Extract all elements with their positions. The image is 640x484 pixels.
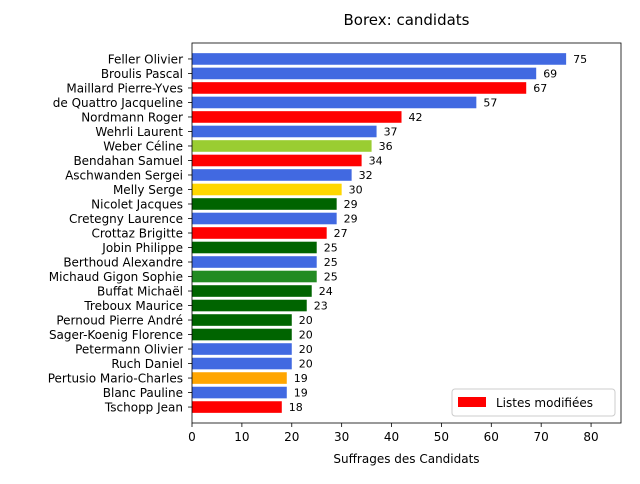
bar xyxy=(192,96,477,109)
y-tick-label: Maillard Pierre-Yves xyxy=(66,81,183,95)
y-tick-label: Michaud Gigon Sophie xyxy=(49,270,183,284)
plot-frame xyxy=(191,42,622,424)
bar-value-label: 29 xyxy=(344,198,358,211)
bar xyxy=(192,372,287,384)
bar xyxy=(192,256,317,268)
bar xyxy=(192,125,377,138)
bar-value-label: 30 xyxy=(349,183,363,196)
bar xyxy=(192,111,402,123)
y-tick-label: Nordmann Roger xyxy=(81,110,183,124)
x-tick-label: 80 xyxy=(583,430,598,444)
chart-title: Borex: candidats xyxy=(343,11,469,29)
bar xyxy=(192,328,292,341)
bar-value-label: 69 xyxy=(543,67,557,80)
bar-value-label: 20 xyxy=(299,343,313,356)
x-tick-label: 0 xyxy=(188,430,196,444)
bar-value-label: 42 xyxy=(409,111,423,124)
bar-value-label: 34 xyxy=(369,154,383,167)
bar xyxy=(192,401,282,413)
y-tick-label: Broulis Pascal xyxy=(101,67,183,81)
y-tick-label: Pernoud Pierre André xyxy=(56,314,183,328)
bar-value-label: 27 xyxy=(334,227,348,240)
bar-value-label: 29 xyxy=(344,212,358,225)
legend-frame xyxy=(451,388,616,417)
x-tick-label: 50 xyxy=(434,430,449,444)
y-tick-label: Berthoud Alexandre xyxy=(63,256,183,270)
bar xyxy=(192,227,327,239)
bar xyxy=(192,343,292,355)
bar-value-label: 37 xyxy=(384,125,398,138)
x-tick-label: 30 xyxy=(334,430,349,444)
legend: Listes modifiées xyxy=(451,388,616,417)
bar xyxy=(192,299,307,312)
y-tick-label: Buffat Michaël xyxy=(97,285,183,299)
y-tick-label: Pertusio Mario-Charles xyxy=(48,372,183,386)
bar-value-label: 67 xyxy=(533,82,547,95)
y-tick-label: Petermann Olivier xyxy=(75,343,183,357)
y-tick-label: Weber Céline xyxy=(103,139,183,153)
bar-value-label: 75 xyxy=(573,53,587,66)
x-tick-label: 20 xyxy=(284,430,299,444)
legend-label: Listes modifiées xyxy=(496,396,593,410)
legend-swatch xyxy=(458,397,486,407)
y-tick-label: Tschopp Jean xyxy=(104,401,183,415)
bar-value-label: 23 xyxy=(314,300,328,313)
y-tick-label: Treboux Maurice xyxy=(83,299,183,313)
bar xyxy=(192,67,537,80)
y-tick-label: de Quattro Jacqueline xyxy=(53,96,183,110)
bars-layer: 7569675742373634323029292725252524232020… xyxy=(192,53,587,414)
x-tick-label: 40 xyxy=(384,430,399,444)
bar-value-label: 20 xyxy=(299,358,313,371)
y-tick-label: Wehrli Laurent xyxy=(95,125,183,139)
bar xyxy=(192,285,312,297)
bar-value-label: 36 xyxy=(379,140,393,153)
bar-value-label: 19 xyxy=(294,387,308,400)
bar xyxy=(192,140,372,152)
bar xyxy=(192,154,362,167)
y-tick-label: Feller Olivier xyxy=(108,52,183,66)
y-tick-label: Sager-Koenig Florence xyxy=(49,328,183,342)
x-tick-label: 70 xyxy=(534,430,549,444)
bar-value-label: 25 xyxy=(324,256,338,269)
bar xyxy=(192,198,337,210)
bar-value-label: 32 xyxy=(359,169,373,182)
bar-value-label: 20 xyxy=(299,329,313,342)
bar xyxy=(192,169,352,181)
bar xyxy=(192,314,292,326)
bar-value-label: 18 xyxy=(289,401,303,414)
bar xyxy=(192,386,287,399)
bar xyxy=(192,357,292,370)
y-tick-label: Blanc Pauline xyxy=(103,386,183,400)
y-tick-label: Ruch Daniel xyxy=(111,357,183,371)
bar-value-label: 19 xyxy=(294,372,308,385)
y-tick-label: Aschwanden Sergei xyxy=(65,168,183,182)
bar-value-label: 20 xyxy=(299,314,313,327)
bar xyxy=(192,183,342,196)
y-tick-label: Jobin Philippe xyxy=(101,241,183,255)
bar xyxy=(192,53,567,65)
bar xyxy=(192,241,317,254)
bar xyxy=(192,212,337,225)
bar-value-label: 25 xyxy=(324,242,338,255)
y-tick-label: Nicolet Jacques xyxy=(91,197,183,211)
bar xyxy=(192,82,527,94)
bar-value-label: 57 xyxy=(483,96,497,109)
bar-value-label: 25 xyxy=(324,271,338,284)
y-tick-label: Bendahan Samuel xyxy=(73,154,183,168)
x-axis-label: Suffrages des Candidats xyxy=(333,452,479,466)
bar-value-label: 24 xyxy=(319,285,333,298)
bar xyxy=(192,270,317,283)
y-tick-label: Cretegny Laurence xyxy=(69,212,183,226)
y-tick-label: Crottaz Brigitte xyxy=(91,227,183,241)
x-tick-label: 10 xyxy=(234,430,249,444)
x-tick-label: 60 xyxy=(484,430,499,444)
y-tick-label: Melly Serge xyxy=(113,183,183,197)
